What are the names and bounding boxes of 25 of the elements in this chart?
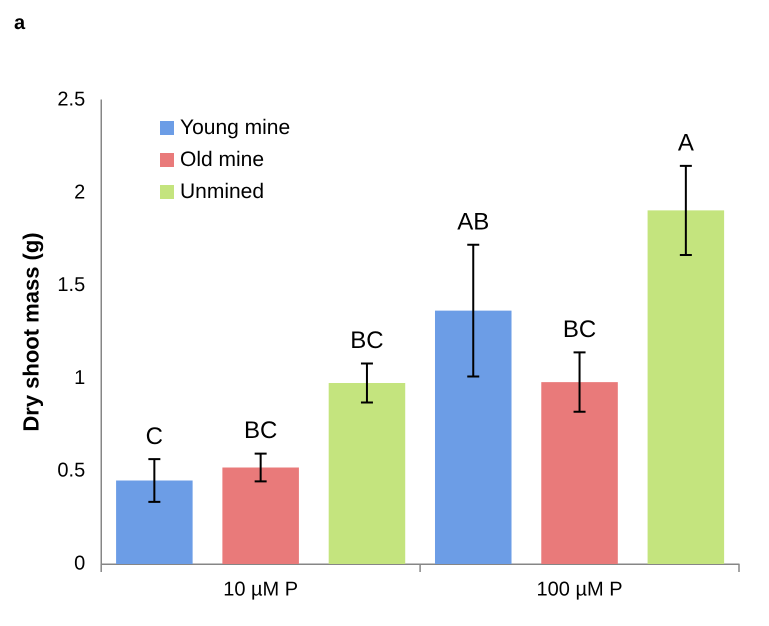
bar (434, 310, 512, 564)
data-label: A (678, 130, 694, 157)
y-axis-title: Dry shoot mass (g) (18, 232, 44, 432)
legend-label: Young mine (180, 116, 290, 140)
data-label: BC (350, 327, 384, 354)
data-label: BC (562, 316, 596, 344)
y-tick-label: 1.5 (57, 274, 86, 296)
x-tick-label: 100 µM P (536, 578, 623, 601)
legend-label: Old mine (180, 148, 264, 172)
x-tick-label: 10 µM P (223, 578, 298, 601)
data-label: C (146, 422, 164, 450)
data-label: BC (244, 417, 278, 444)
bar (328, 383, 406, 564)
data-label: AB (457, 208, 490, 236)
bar (541, 382, 618, 564)
legend-label: Unmined (180, 180, 264, 204)
text: a (14, 12, 26, 35)
y-tick-label: 2 (74, 181, 86, 204)
y-tick-label: 1 (74, 366, 86, 389)
bar (222, 467, 299, 564)
bar (116, 480, 193, 564)
bar (648, 210, 724, 564)
y-tick-label: 0 (74, 552, 86, 575)
y-tick-label: 0.5 (57, 460, 86, 482)
y-tick-label: 2.5 (57, 88, 86, 111)
